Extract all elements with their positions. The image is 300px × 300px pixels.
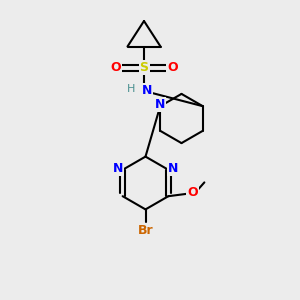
Text: O: O — [167, 61, 178, 74]
Text: N: N — [113, 162, 123, 175]
Text: N: N — [142, 84, 152, 98]
Text: N: N — [155, 98, 165, 111]
Text: O: O — [110, 61, 121, 74]
Text: H: H — [127, 84, 136, 94]
Text: Br: Br — [138, 224, 153, 237]
Text: S: S — [140, 61, 148, 74]
Text: N: N — [168, 162, 178, 175]
Text: O: O — [187, 186, 198, 199]
